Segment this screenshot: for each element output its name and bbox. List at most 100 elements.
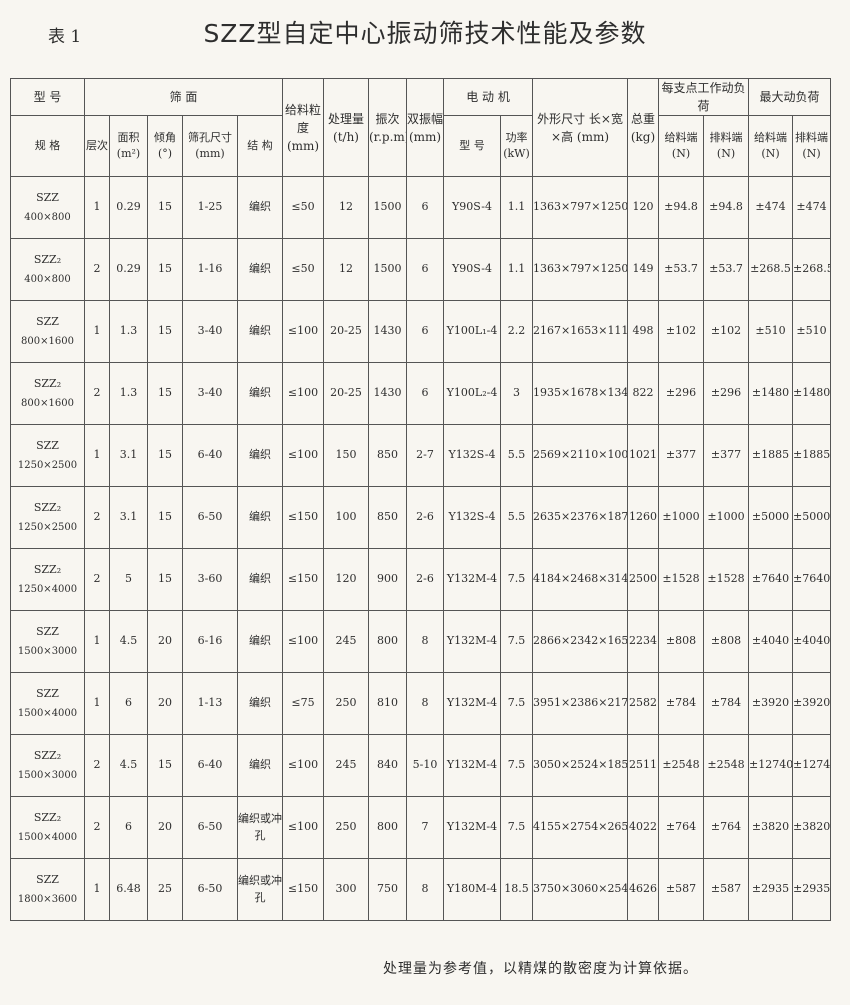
header-work-feed: 给料端(N) xyxy=(658,115,705,177)
table-cell: 6-50 xyxy=(182,486,238,549)
table-cell: 4.5 xyxy=(109,734,148,797)
table-cell: 4.5 xyxy=(109,610,148,673)
model-size: 400×800 xyxy=(24,274,71,286)
table-cell: 编织 xyxy=(237,672,283,735)
table-cell: 8 xyxy=(406,610,444,673)
table-cell: ±510 xyxy=(748,300,794,363)
table-cell: 2511 xyxy=(627,734,660,797)
table-cell: ≤100 xyxy=(282,300,324,363)
table-cell: 250 xyxy=(323,672,369,735)
model-size: 800×1600 xyxy=(21,336,74,348)
model-size: 1250×4000 xyxy=(17,584,78,596)
table-cell: 2167×1653×1110 xyxy=(532,300,629,363)
header-screen: 筛 面 xyxy=(84,78,283,116)
table-cell: 15 xyxy=(147,238,183,301)
table-cell: ±268.5 xyxy=(792,238,832,301)
header-hole: 筛孔尺寸(mm) xyxy=(182,115,238,177)
model-cell: SZZ₂ 400×800 xyxy=(10,238,85,301)
table-cell: ±377 xyxy=(658,424,705,487)
table-cell: 18.5 xyxy=(499,858,534,921)
table-cell: 6 xyxy=(109,796,148,859)
model-name: SZZ₂ xyxy=(33,252,62,266)
table-cell: 5.5 xyxy=(499,424,534,487)
table-cell: 1 xyxy=(84,672,110,735)
table-cell: ±3920 xyxy=(792,672,832,735)
table-cell: 6 xyxy=(406,176,444,239)
table-cell: ≤150 xyxy=(282,486,324,549)
table-cell: 7.5 xyxy=(499,548,534,611)
table-cell: Y100L₁-4 xyxy=(443,300,501,363)
table-cell: 1430 xyxy=(368,300,407,363)
table-cell: 245 xyxy=(323,734,369,797)
table-cell: 850 xyxy=(368,424,407,487)
table-cell: 810 xyxy=(368,672,407,735)
table-cell: 25 xyxy=(147,858,183,921)
specs-table: 型 号 筛 面 给料粒度(mm) 处理量(t/h) 振次(r.p.m) 双振幅(… xyxy=(10,78,832,921)
table-cell: ±784 xyxy=(703,672,750,735)
table-row: SZZ 1250×2500 1 3.1 15 6-40 编织 ≤100 150 850 2-7 Y13… xyxy=(10,424,832,487)
table-cell: ≤100 xyxy=(282,362,324,425)
model-name: SZZ xyxy=(36,872,59,886)
table-cell: Y132M-4 xyxy=(443,610,501,673)
header-max-feed: 给料端(N) xyxy=(748,115,794,177)
table-cell: 3-40 xyxy=(182,300,238,363)
model-size: 800×1600 xyxy=(21,398,74,410)
model-cell: SZZ 1500×4000 xyxy=(10,672,85,735)
table-cell: 4626 xyxy=(627,858,660,921)
table-cell: 1.3 xyxy=(109,300,148,363)
table-cell: 1 xyxy=(84,858,110,921)
table-cell: 2500 xyxy=(627,548,660,611)
table-cell: 3951×2386×2179 xyxy=(532,672,629,735)
table-cell: 12 xyxy=(323,176,369,239)
table-cell: ±808 xyxy=(703,610,750,673)
table-cell: 20 xyxy=(147,796,183,859)
header-work-discharge: 排料端(N) xyxy=(703,115,750,177)
table-cell: ±2548 xyxy=(703,734,750,797)
model-cell: SZZ₂ 1250×4000 xyxy=(10,548,85,611)
table-cell: 800 xyxy=(368,610,407,673)
table-cell: 900 xyxy=(368,548,407,611)
table-cell: 7.5 xyxy=(499,734,534,797)
table-cell: 1500 xyxy=(368,176,407,239)
table-cell: ≤75 xyxy=(282,672,324,735)
header-spec: 规 格 xyxy=(10,115,85,177)
model-size: 1500×3000 xyxy=(17,646,78,658)
table-cell: 15 xyxy=(147,734,183,797)
header-structure: 结 构 xyxy=(237,115,283,177)
table-cell: 1.3 xyxy=(109,362,148,425)
model-size: 1500×4000 xyxy=(17,708,78,720)
table-cell: 编织 xyxy=(237,486,283,549)
table-cell: 3.1 xyxy=(109,486,148,549)
model-name: SZZ₂ xyxy=(33,562,62,576)
table-cell: 3.1 xyxy=(109,424,148,487)
table-cell: ±12740 xyxy=(792,734,832,797)
table-cell: 2234 xyxy=(627,610,660,673)
header-max-discharge: 排料端(N) xyxy=(792,115,832,177)
header-weight: 总重(kg) xyxy=(627,78,660,177)
table-cell: 1 xyxy=(84,176,110,239)
table-cell: 编织或冲孔 xyxy=(237,796,283,859)
table-cell: 800 xyxy=(368,796,407,859)
table-cell: 245 xyxy=(323,610,369,673)
model-name: SZZ xyxy=(36,624,59,638)
table-cell: 1 xyxy=(84,300,110,363)
table-cell: 6-50 xyxy=(182,796,238,859)
table-cell: Y132M-4 xyxy=(443,672,501,735)
table-cell: 15 xyxy=(147,176,183,239)
table-cell: ≤100 xyxy=(282,796,324,859)
table-cell: 12 xyxy=(323,238,369,301)
table-cell: ±377 xyxy=(703,424,750,487)
table-cell: ±94.8 xyxy=(703,176,750,239)
table-cell: ±587 xyxy=(658,858,705,921)
table-cell: ±1885 xyxy=(792,424,832,487)
table-row: SZZ₂ 1250×4000 2 5 15 3-60 编织 ≤150 120 900 2-6 Y132… xyxy=(10,548,832,611)
table-cell: 1.1 xyxy=(499,176,534,239)
table-cell: ≤50 xyxy=(282,238,324,301)
table-cell: Y90S-4 xyxy=(443,176,501,239)
table-row: SZZ 400×800 1 0.29 15 1-25 编织 ≤50 12 1500 6 Y90S-4 1… xyxy=(10,176,832,239)
header-power: 功率(kW) xyxy=(499,115,534,177)
table-cell: ≤100 xyxy=(282,424,324,487)
table-cell: 6 xyxy=(109,672,148,735)
model-name: SZZ xyxy=(36,438,59,452)
table-cell: 编织 xyxy=(237,362,283,425)
